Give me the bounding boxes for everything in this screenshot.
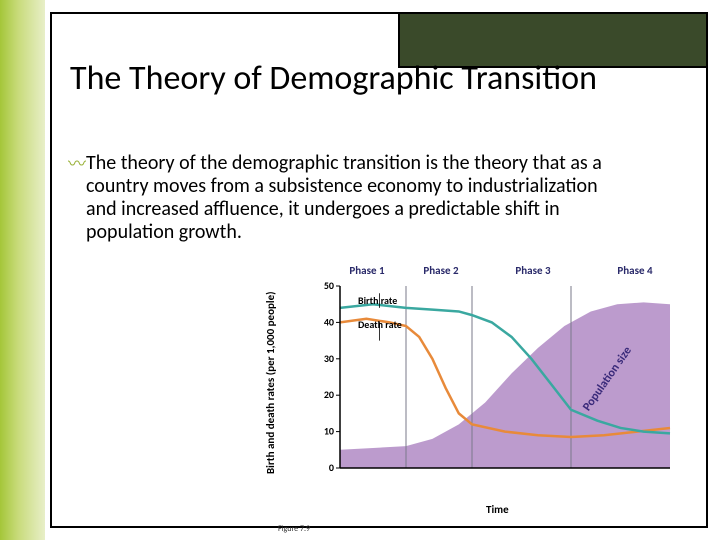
slide-title: The Theory of Demographic Transition [70,60,670,97]
phase-1-label: Phase 1 [332,264,402,277]
birth-rate-label: Birth rate [358,294,397,307]
y-axis-label: Birth and death rates (per 1,000 people) [264,291,277,474]
phase-2-label: Phase 2 [406,264,476,277]
x-axis-label: Time [486,503,509,516]
slide-frame: The Theory of Demographic Transition 〰 T… [50,12,708,528]
bullet-icon: 〰 [68,154,86,175]
svg-text:40: 40 [324,315,334,328]
svg-text:30: 30 [324,352,334,365]
figure-caption: Figure 7.9 [278,524,310,534]
phase-4-label: Phase 4 [590,264,680,277]
plot-area: 01020304050 Birth rate Death rate Popula… [310,282,678,492]
chart-svg: 0 10 20 30 40 50 [310,282,678,492]
svg-text:0: 0 [329,461,334,474]
body-paragraph: 〰 The theory of the demographic transiti… [86,152,616,244]
demographic-transition-chart: Birth and death rates (per 1,000 people)… [278,264,698,534]
death-rate-label: Death rate [358,318,402,331]
svg-text:20: 20 [324,388,334,401]
body-text: The theory of the demographic transition… [86,151,602,244]
phase-3-label: Phase 3 [488,264,578,277]
decorative-side-band [0,0,45,540]
svg-text:10: 10 [324,425,334,438]
svg-text:50: 50 [324,282,334,292]
